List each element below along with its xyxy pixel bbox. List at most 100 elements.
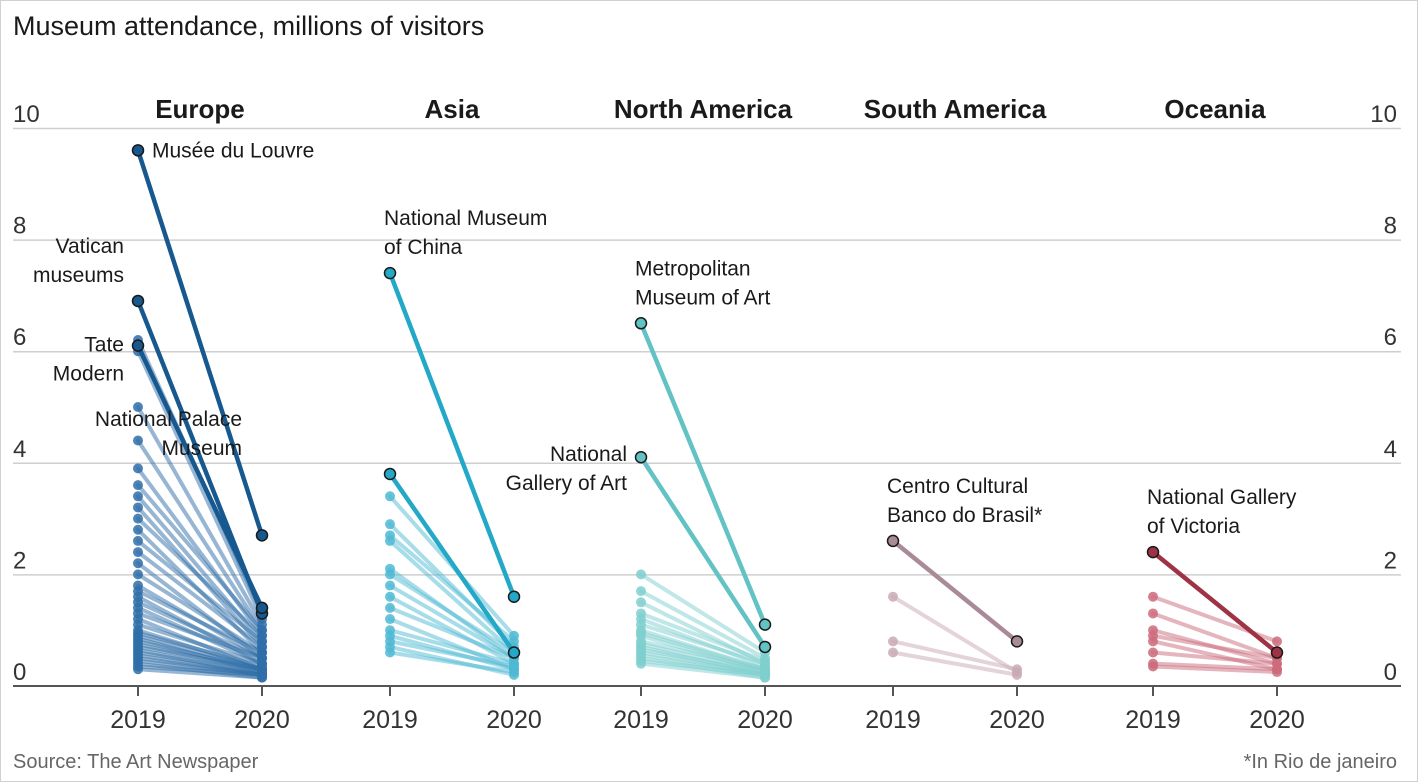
data-point — [385, 535, 395, 546]
series-line — [388, 583, 516, 661]
series-line — [1151, 639, 1279, 672]
series-line — [136, 349, 264, 622]
highlight-point — [383, 266, 397, 280]
x-tick-label: 2019 — [110, 706, 166, 734]
highlight-series-line — [387, 270, 517, 599]
series-line — [891, 639, 1019, 672]
data-point — [509, 636, 519, 647]
series-line — [388, 605, 516, 661]
series-label: National Gallery of Victoria — [1147, 486, 1297, 538]
highlight-point — [1010, 635, 1024, 648]
highlight-point — [255, 601, 269, 615]
series-line — [891, 594, 1019, 675]
region-title: Europe — [155, 94, 245, 124]
series-line — [388, 628, 516, 666]
panel-south-america: South America 2019 2020 Centro Cultural Banc… — [864, 94, 1047, 734]
data-point — [888, 636, 898, 647]
series-line — [639, 647, 767, 675]
series-label: Vatican museums — [33, 235, 124, 287]
data-point — [636, 586, 646, 597]
y-tick-label-left: 6 — [13, 324, 26, 351]
region-title: South America — [864, 94, 1047, 124]
series-line — [639, 661, 767, 680]
region-title: Oceania — [1164, 94, 1266, 124]
panel-europe: Europe 2019 2020 Musée du Louvre Vatican muse… — [33, 94, 314, 734]
series-line — [136, 611, 264, 661]
series-line — [136, 538, 264, 644]
data-point — [888, 647, 898, 658]
data-point — [760, 672, 770, 683]
highlight-point — [1146, 545, 1160, 559]
data-point — [133, 558, 143, 569]
y-tick-label-left: 4 — [13, 436, 26, 463]
y-tick-label-right: 4 — [1384, 436, 1397, 463]
data-point — [636, 597, 646, 608]
series-line — [388, 650, 516, 675]
y-axis-right: 0 2 4 6 8 10 — [1370, 101, 1397, 686]
x-tick-label: 2020 — [737, 706, 793, 734]
region-title: Asia — [425, 94, 480, 124]
data-point — [133, 535, 143, 546]
series-line — [136, 550, 264, 649]
series-label: National Gallery of Art — [506, 443, 628, 495]
highlight-point — [255, 529, 269, 542]
series-label-line: Museum of Art — [635, 286, 771, 309]
y-tick-label-right: 0 — [1384, 659, 1397, 686]
series-label-line: Metropolitan — [635, 257, 751, 280]
data-point — [133, 569, 143, 580]
highlight-series-line — [638, 454, 768, 650]
data-point — [385, 569, 395, 580]
series-line — [388, 538, 516, 655]
source-note: Source: The Art Newspaper — [13, 751, 259, 773]
series-line — [639, 622, 767, 666]
series-line — [891, 650, 1019, 677]
y-tick-label-right: 8 — [1384, 213, 1397, 240]
series-label: Tate Modern — [53, 334, 124, 386]
series-line — [639, 589, 767, 661]
data-point — [133, 480, 143, 491]
series-line — [639, 658, 767, 677]
highlight-point — [758, 618, 772, 631]
highlight-series-line — [135, 148, 265, 538]
x-tick-label: 2020 — [1249, 706, 1305, 734]
region-title: North America — [614, 94, 793, 124]
x-tick-label: 2020 — [989, 706, 1045, 734]
series-label: Musée du Louvre — [152, 139, 314, 162]
highlight-series-line — [1150, 549, 1280, 655]
highlight-series-line — [638, 321, 768, 627]
series-label: National Museum of China — [384, 207, 547, 259]
y-tick-label-left: 8 — [13, 213, 26, 240]
series-label-line: museums — [33, 264, 124, 287]
series-line — [136, 516, 264, 638]
data-point — [133, 435, 143, 446]
series-label-line: National Palace — [95, 408, 242, 431]
data-point — [385, 591, 395, 602]
data-point — [133, 402, 143, 412]
highlight-point — [886, 534, 900, 548]
x-tick-label: 2019 — [865, 706, 921, 734]
data-point — [636, 658, 646, 669]
panel-north-america: North America 2019 2020 Metropolitan Museum … — [506, 94, 793, 734]
series-label-line: Centro Cultural — [887, 475, 1028, 498]
series-line — [136, 664, 264, 677]
x-tick-label: 2019 — [613, 706, 669, 734]
data-point — [1272, 636, 1282, 647]
series-line — [1151, 633, 1279, 661]
series-label-line: Museum — [161, 437, 242, 460]
data-point — [385, 647, 395, 658]
data-point — [385, 580, 395, 591]
y-tick-label-right: 10 — [1370, 101, 1397, 128]
y-axis-left: 0 2 4 6 8 10 — [13, 101, 40, 686]
series-line — [388, 639, 516, 669]
y-tick-label-left: 2 — [13, 547, 26, 574]
series-label-line: National Gallery — [1147, 486, 1297, 509]
highlight-point — [1270, 646, 1284, 659]
series-label-line: Gallery of Art — [506, 472, 628, 495]
data-point — [133, 524, 143, 535]
series-label-line: National Museum — [384, 207, 547, 230]
panels: Europe 2019 2020 Musée du Louvre Vatican muse… — [33, 94, 1305, 734]
chart-title: Museum attendance, millions of visitors — [13, 11, 484, 41]
series-line — [388, 594, 516, 666]
panel-oceania: Oceania 2019 2020 National Gallery of Victor… — [1125, 94, 1305, 734]
